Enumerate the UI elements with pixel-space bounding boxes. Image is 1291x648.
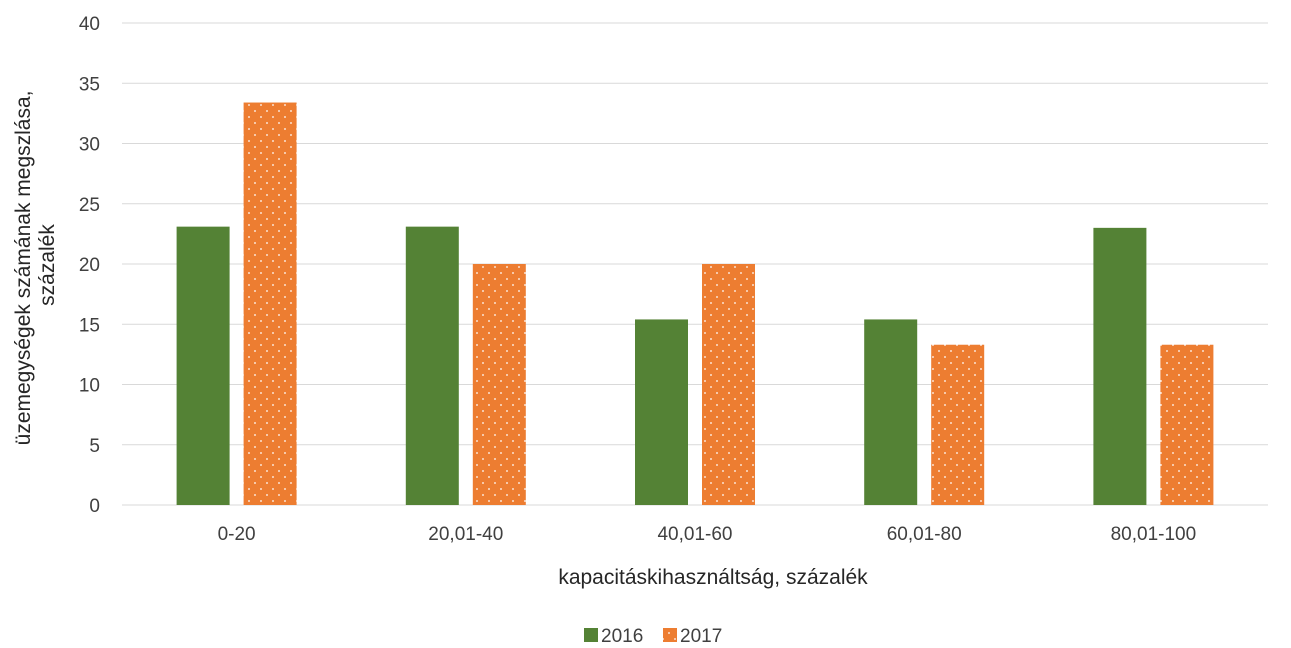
- y-tick-label: 25: [79, 195, 100, 216]
- bar-2016-40,01-60: [635, 319, 688, 505]
- x-axis-title: kapacitáskihasználtság, százalék: [558, 566, 868, 589]
- bar-2017-40,01-60: [702, 264, 755, 505]
- legend-label-2017: 2017: [680, 626, 722, 647]
- bar-2016-80,01-100: [1093, 227, 1147, 505]
- y-tick-label: 10: [79, 376, 100, 397]
- legend-swatch-2016: [584, 628, 598, 642]
- x-axis-ticks: 0-20 20,01-40 40,01-60 60,01-80 80,01-100: [218, 524, 1197, 545]
- bar-2017-0-20: [243, 102, 297, 505]
- y-tick-label: 35: [79, 74, 100, 95]
- bar-2017-60,01-80: [931, 344, 985, 505]
- bar-2017-80,01-100: [1160, 344, 1214, 505]
- x-tick-label: 40,01-60: [657, 524, 732, 545]
- bars: [176, 102, 1214, 505]
- y-tick-label: 0: [89, 496, 100, 517]
- legend-label-2016: 2016: [601, 626, 643, 647]
- y-axis-title-line-2: százalék: [36, 224, 59, 306]
- y-axis-ticks: 0 5 10 15 20 25 30 35 40: [79, 14, 100, 517]
- y-tick-label: 40: [79, 14, 100, 35]
- gridlines: [122, 22, 1268, 506]
- y-tick-label: 30: [79, 135, 100, 156]
- bar-2016-60,01-80: [864, 319, 918, 505]
- bar-2017-20,01-40: [472, 264, 526, 505]
- legend: 2016 2017: [584, 626, 722, 647]
- y-axis-title: üzemegységek számának megszlása, százalé…: [12, 85, 59, 446]
- x-tick-label: 80,01-100: [1111, 524, 1197, 545]
- x-tick-label: 20,01-40: [428, 524, 503, 545]
- y-tick-label: 20: [79, 255, 100, 276]
- legend-swatch-2017: [663, 628, 677, 642]
- y-axis-title-line-1: üzemegységek számának megszlása,: [12, 91, 35, 446]
- bar-2016-20,01-40: [405, 226, 459, 505]
- x-tick-label: 0-20: [218, 524, 256, 545]
- bar-2016-0-20: [176, 226, 230, 505]
- x-tick-label: 60,01-80: [887, 524, 962, 545]
- y-tick-label: 5: [89, 436, 100, 457]
- y-tick-label: 15: [79, 315, 100, 336]
